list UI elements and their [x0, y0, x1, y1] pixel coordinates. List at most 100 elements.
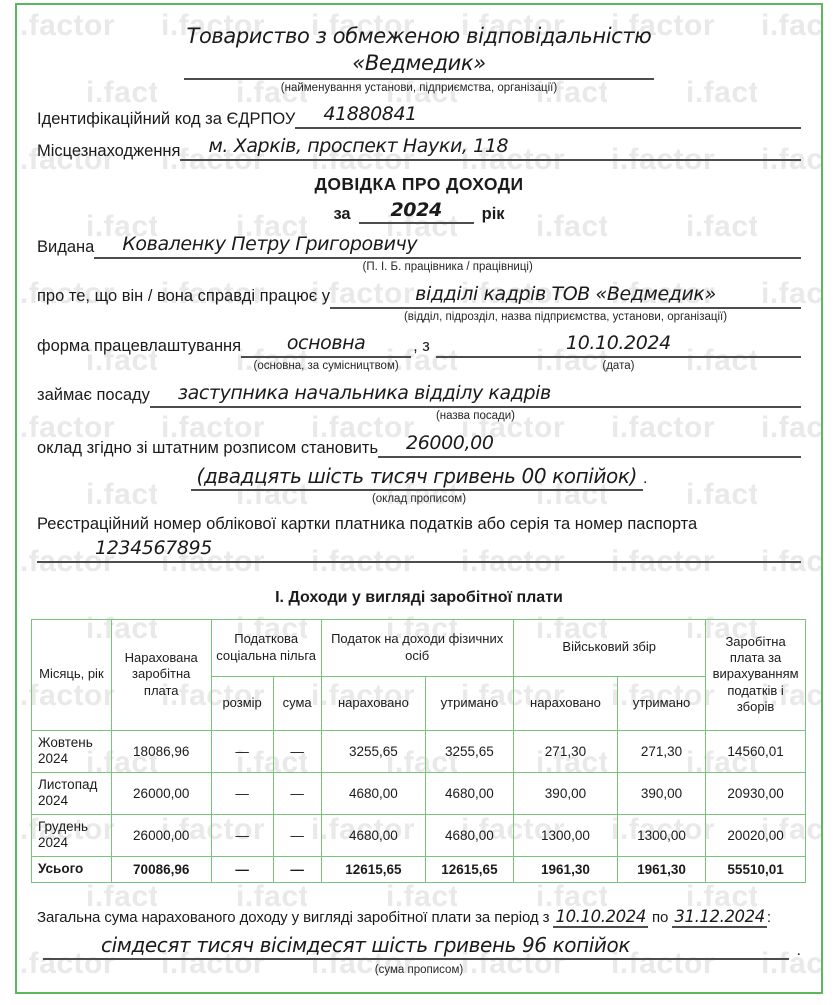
document-title: ДОВІДКА ПРО ДОХОДИ [314, 173, 524, 194]
col-header-tax-accrued: нараховано [320, 675, 427, 731]
salary-words-value: (двадцять шість тисяч гривень 00 копійок… [196, 464, 638, 489]
col-header-tax-withheld: утримано [425, 675, 514, 731]
table-cell: 1961,30 [512, 855, 619, 883]
table-cell: 4680,00 [320, 771, 427, 815]
section1-title: І. Доходи у вигляді заробітної плати [275, 588, 563, 606]
issued-field: Видана Коваленку Петру Григоровичу (П. І… [37, 232, 801, 274]
col-header-social-benefit: Податкова соціальна пільга [210, 618, 322, 677]
employment-field: форма працевлаштування основна (основна,… [37, 331, 801, 373]
year-line: за 2024 рік [37, 198, 801, 225]
salary-words-caption: (оклад прописом) [371, 493, 467, 506]
table-cell: — [272, 729, 322, 773]
since-value: 10.10.2024 [566, 332, 671, 355]
table-row-month: Грудень 2024 [31, 813, 112, 857]
table-cell: — [272, 771, 322, 815]
edrpou-value: 41880841 [323, 103, 417, 126]
table-cell: 26000,00 [110, 813, 212, 857]
table-total-row: Усього 70086,96 — — 12615,65 12615,65 19… [31, 855, 807, 883]
works-caption: (відділ, підрозділ, назва підприємства, … [403, 310, 728, 323]
col-header-accrued-salary: Нарахована заробітна плата [110, 618, 212, 731]
income-table: Місяць, рік Нарахована заробітна плата П… [31, 618, 807, 883]
table-cell: 18086,96 [110, 729, 212, 773]
col-header-net-salary: Заробітна плата за вирахуванням податків… [704, 618, 807, 731]
amount-words-caption: (сума прописом) [374, 963, 464, 976]
table-cell: 1961,30 [617, 855, 706, 883]
table-cell: 390,00 [617, 771, 706, 815]
since-caption: (дата) [602, 360, 635, 373]
salary-field: оклад згідно зі штатним розписом станови… [37, 431, 801, 459]
position-caption: (назва посади) [435, 409, 515, 422]
employment-caption: (основна, за сумісництвом) [253, 360, 399, 373]
period-summary-line: Загальна сума нарахованого доходу у вигл… [37, 906, 801, 928]
period-from-value: 10.10.2024 [553, 906, 648, 928]
amount-words-field: сімдесят тисяч вісімдесят шість гривень … [37, 932, 801, 960]
table-cell: — [210, 813, 274, 857]
table-cell: — [210, 729, 274, 773]
col-header-month: Місяць, рік [31, 618, 112, 731]
table-cell: — [210, 771, 274, 815]
col-header-levy-accrued: нараховано [512, 675, 619, 731]
table-cell: 3255,65 [425, 729, 514, 773]
works-value: відділі кадрів ТОВ «Ведмедик» [415, 282, 716, 305]
table-cell: 26000,00 [110, 771, 212, 815]
table-cell: 70086,96 [110, 855, 212, 883]
table-cell: — [210, 855, 274, 883]
table-cell: — [272, 855, 322, 883]
position-field: займає посаду заступника начальника відд… [37, 381, 801, 423]
table-row: Грудень 2024 26000,00 — — 4680,00 4680,0… [31, 813, 807, 857]
edrpou-field: Ідентифікаційний код за ЄДРПОУ 41880841 [37, 102, 801, 130]
table-cell: 1300,00 [512, 813, 619, 857]
table-cell: 20020,00 [704, 813, 807, 857]
certificate-page: i.factor i.factor Товариство з обмеженою… [15, 3, 823, 994]
company-name-value: Товариство з обмеженою відповідальністю … [186, 24, 652, 76]
table-row: Жовтень 2024 18086,96 — — 3255,65 3255,6… [31, 729, 807, 773]
year-prefix: за [333, 205, 351, 224]
certificate-content: Товариство з обмеженою відповідальністю … [17, 5, 821, 992]
period-text: Загальна сума нарахованого доходу у вигл… [37, 908, 550, 926]
tax-number-value: 1234567895 [95, 536, 212, 559]
period-to-value: 31.12.2024 [672, 906, 767, 928]
employment-value: основна [286, 332, 366, 355]
table-cell: 4680,00 [425, 813, 514, 857]
table-row-month: Листопад 2024 [31, 771, 112, 815]
salary-words-block: (двадцять шість тисяч гривень 00 копійок… [37, 463, 801, 507]
table-cell: 12615,65 [320, 855, 427, 883]
table-cell: 14560,01 [704, 729, 807, 773]
location-label: Місцезнаходження [37, 141, 181, 160]
table-cell: 1300,00 [617, 813, 706, 857]
period-colon: : [766, 908, 771, 926]
amount-words-value: сімдесят тисяч вісімдесят шість гривень … [101, 932, 631, 957]
col-header-levy-withheld: утримано [617, 675, 706, 731]
issued-caption: (П. І. Б. працівника / працівниці) [362, 261, 533, 274]
table-row-month: Жовтень 2024 [31, 729, 112, 773]
position-label: займає посаду [37, 386, 150, 405]
table-cell: 271,30 [617, 729, 706, 773]
salary-label: оклад згідно зі штатним розписом станови… [37, 439, 379, 458]
position-value: заступника начальника відділу кадрів [177, 381, 551, 404]
issued-label: Видана [37, 237, 95, 256]
col-header-military-levy: Військовий збір [512, 618, 706, 677]
year-suffix: рік [481, 205, 505, 224]
table-cell: 271,30 [512, 729, 619, 773]
location-field: Місцезнаходження м. Харків, проспект Нау… [37, 134, 801, 161]
salary-words-dot: . [642, 470, 648, 488]
table-total-label: Усього [31, 855, 112, 883]
location-value: м. Харків, проспект Науки, 118 [208, 135, 509, 158]
amount-dot: . [796, 941, 801, 959]
table-row: Листопад 2024 26000,00 — — 4680,00 4680,… [31, 771, 807, 815]
table-cell: 4680,00 [425, 771, 514, 815]
table-cell: 55510,01 [704, 855, 807, 883]
company-name-caption: (найменування установи, підприємства, ор… [280, 81, 558, 94]
employment-label: форма працевлаштування [37, 336, 242, 355]
since-label: , з [413, 336, 430, 355]
table-cell: 3255,65 [320, 729, 427, 773]
table-cell: 390,00 [512, 771, 619, 815]
table-cell: 20930,00 [704, 771, 807, 815]
works-label: про те, що він / вона справді працює у [37, 287, 331, 306]
col-header-benefit-sum: сума [272, 675, 322, 731]
col-header-income-tax: Податок на доходи фізичних осіб [320, 618, 514, 677]
table-cell: 12615,65 [425, 855, 514, 883]
table-cell: 4680,00 [320, 813, 427, 857]
issued-value: Коваленку Петру Григоровичу [122, 233, 418, 256]
year-value: 2024 [390, 198, 442, 221]
